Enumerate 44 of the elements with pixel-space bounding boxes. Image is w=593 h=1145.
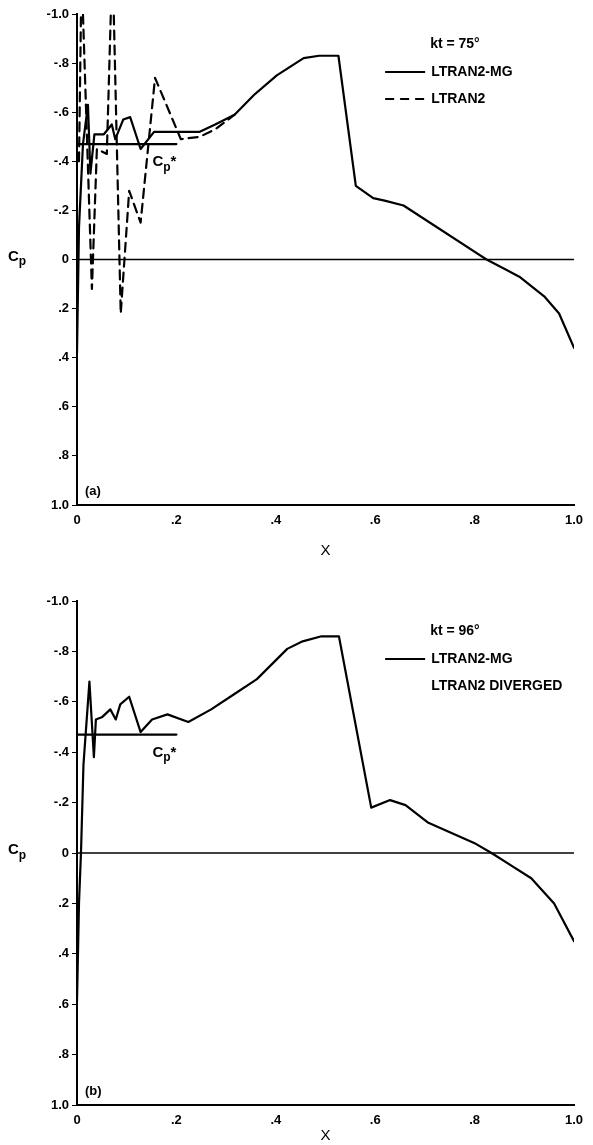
y-tick-label: -1.0 <box>46 5 69 21</box>
x-tick-label: 0 <box>73 1112 81 1128</box>
y-tick-label: .8 <box>58 1046 69 1062</box>
y-tick-label: 0 <box>61 251 69 267</box>
y-tick-label: -.4 <box>53 743 70 759</box>
x-tick-label: .2 <box>170 512 182 528</box>
legend-label: LTRAN2 <box>431 89 486 106</box>
y-tick-label: .6 <box>58 398 69 414</box>
legend-label: LTRAN2-MG <box>431 62 513 79</box>
x-tick-label: 1.0 <box>564 1112 584 1128</box>
x-tick-label: .2 <box>170 1112 182 1128</box>
x-tick-label: 1.0 <box>564 512 584 528</box>
y-tick-label: 0 <box>61 844 69 860</box>
y-tick-label: -.6 <box>53 693 69 709</box>
y-tick-label: .8 <box>58 447 69 463</box>
annotation: LTRAN2 DIVERGED <box>431 676 563 693</box>
x-axis-title: X <box>320 541 331 559</box>
y-tick-label: -1.0 <box>46 592 69 608</box>
legend-title: kt = 96° <box>430 621 480 638</box>
y-tick-label: .4 <box>58 945 70 961</box>
y-tick-label: .4 <box>58 349 70 365</box>
y-tick-label: -.2 <box>53 201 69 217</box>
x-tick-label: 0 <box>73 512 81 528</box>
x-axis-title: X <box>320 1126 331 1144</box>
y-tick-label: -.6 <box>53 103 69 119</box>
y-tick-label: .2 <box>58 300 69 316</box>
x-tick-label: .8 <box>469 512 481 528</box>
annotation: (a) <box>85 482 101 498</box>
x-tick-label: .4 <box>270 512 282 528</box>
legend-label: LTRAN2-MG <box>431 649 513 666</box>
legend-title: kt = 75° <box>430 34 480 51</box>
y-tick-label: -.2 <box>53 794 69 810</box>
y-tick-label: -.4 <box>53 152 70 168</box>
y-tick-label: 1.0 <box>50 1096 69 1112</box>
y-tick-label: .2 <box>58 894 69 910</box>
y-tick-label: -.8 <box>53 54 69 70</box>
x-tick-label: .6 <box>369 512 381 528</box>
y-tick-label: .6 <box>58 995 69 1011</box>
y-tick-label: 1.0 <box>50 496 69 512</box>
annotation: (b) <box>85 1082 102 1098</box>
x-tick-label: .6 <box>369 1112 381 1128</box>
x-tick-label: .4 <box>270 1112 282 1128</box>
x-tick-label: .8 <box>469 1112 481 1128</box>
y-tick-label: -.8 <box>53 642 69 658</box>
